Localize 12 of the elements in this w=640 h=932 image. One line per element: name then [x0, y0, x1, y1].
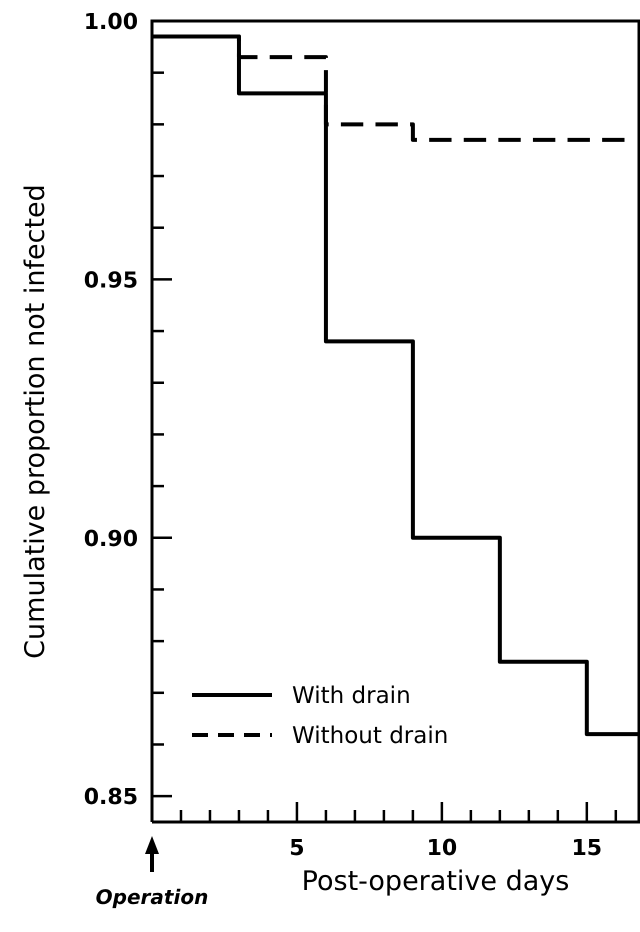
legend-label: Without drain [292, 723, 448, 749]
y-tick-label: 0.90 [84, 526, 138, 552]
x-tick-label: 10 [426, 836, 458, 861]
y-axis-title: Cumulative proportion not infected [20, 184, 51, 659]
x-tick-label: 15 [572, 836, 602, 861]
x-axis-title: Post-operative days [302, 866, 570, 897]
legend-label: With drain [292, 683, 411, 709]
annotation: Operation [96, 885, 208, 909]
y-tick-label: 1.00 [84, 10, 138, 35]
y-tick-label: 0.95 [84, 268, 138, 294]
x-tick-label: 5 [289, 836, 305, 861]
y-tick-label: 0.85 [84, 785, 138, 810]
